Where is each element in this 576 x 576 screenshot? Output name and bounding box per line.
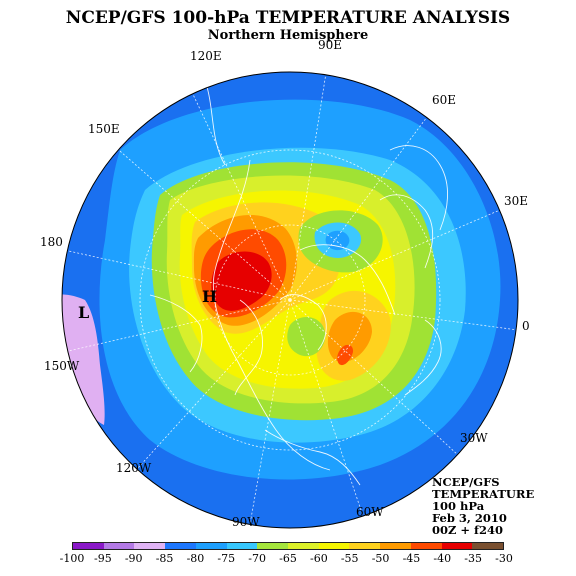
map-title: NCEP/GFS 100-hPa TEMPERATURE ANALYSIS <box>65 8 511 28</box>
legend-tick-label: -90 <box>124 552 143 565</box>
legend-tick-label: -75 <box>217 552 236 565</box>
lon-label-90w: 90W <box>232 515 260 529</box>
legend-tick-label: -45 <box>402 552 421 565</box>
legend-swatch-4 <box>195 543 227 549</box>
lon-label-30e: 30E <box>504 194 528 208</box>
map-border <box>61 71 519 529</box>
legend-tick-label: -30 <box>495 552 513 565</box>
legend-swatch-6 <box>257 543 289 549</box>
legend-swatch-8 <box>318 543 350 549</box>
info-block: NCEP/GFS TEMPERATURE 100 hPa Feb 3, 2010… <box>432 476 534 536</box>
coastlines <box>149 79 449 486</box>
info-model: NCEP/GFS <box>432 475 500 489</box>
info-level: 100 hPa <box>432 499 485 513</box>
map-subtitle: Northern Hemisphere <box>207 28 369 43</box>
legend-swatch-9 <box>349 543 381 549</box>
graticule <box>63 72 519 525</box>
info-date: Feb 3, 2010 <box>432 511 507 525</box>
legend-tick-label: -80 <box>186 552 205 565</box>
legend-tick-label: -95 <box>93 552 112 565</box>
lon-label-30w: 30W <box>460 431 488 445</box>
band-minus-40-east <box>337 344 354 366</box>
legend-tick-label: -85 <box>155 552 174 565</box>
legend-swatch-5 <box>226 543 258 549</box>
legend-tick-label: -60 <box>309 552 328 565</box>
lon-label-150w: 150W <box>44 359 80 373</box>
info-forecast-time: 00Z + f240 <box>432 523 503 537</box>
band-minus-65-pocket <box>287 316 326 357</box>
legend-swatch-0 <box>73 543 104 549</box>
color-legend-labels: -100 -95 -90 -85 -80 -75 -70 -65 -60 -55 -50 -45 -40… <box>60 552 513 566</box>
legend-tick-label: -50 <box>371 552 390 565</box>
lon-label-150e: 150E <box>88 122 120 136</box>
lon-label-120w: 120W <box>116 461 152 475</box>
high-center-marker: H <box>202 287 217 306</box>
lon-label-60e: 60E <box>432 93 456 107</box>
legend-tick-label: -55 <box>340 552 359 565</box>
lon-label-120e: 120E <box>190 49 222 63</box>
legend-swatch-2 <box>134 543 166 549</box>
legend-tick-label: -100 <box>59 552 85 565</box>
legend-swatch-13 <box>472 543 504 549</box>
color-legend-bar <box>72 542 504 550</box>
legend-swatch-11 <box>410 543 442 549</box>
legend-tick-label: -35 <box>464 552 482 565</box>
band-minus-90 <box>62 294 105 425</box>
lon-label-60w: 60W <box>356 505 384 519</box>
info-variable: TEMPERATURE <box>432 487 535 501</box>
legend-tick-label: -70 <box>248 552 266 565</box>
legend-swatch-1 <box>103 543 135 549</box>
legend-tick-label: -40 <box>433 552 452 565</box>
legend-swatch-12 <box>441 543 473 549</box>
low-center-marker: L <box>78 303 89 322</box>
band-minus-40-core <box>211 251 272 311</box>
lon-label-90e: 90E <box>318 38 342 52</box>
legend-swatch-7 <box>288 543 319 549</box>
lon-label-180: 180 <box>40 235 63 249</box>
legend-swatch-3 <box>165 543 196 549</box>
lon-label-0: 0 <box>522 319 530 333</box>
legend-tick-label: -65 <box>279 552 297 565</box>
legend-swatch-10 <box>380 543 411 549</box>
